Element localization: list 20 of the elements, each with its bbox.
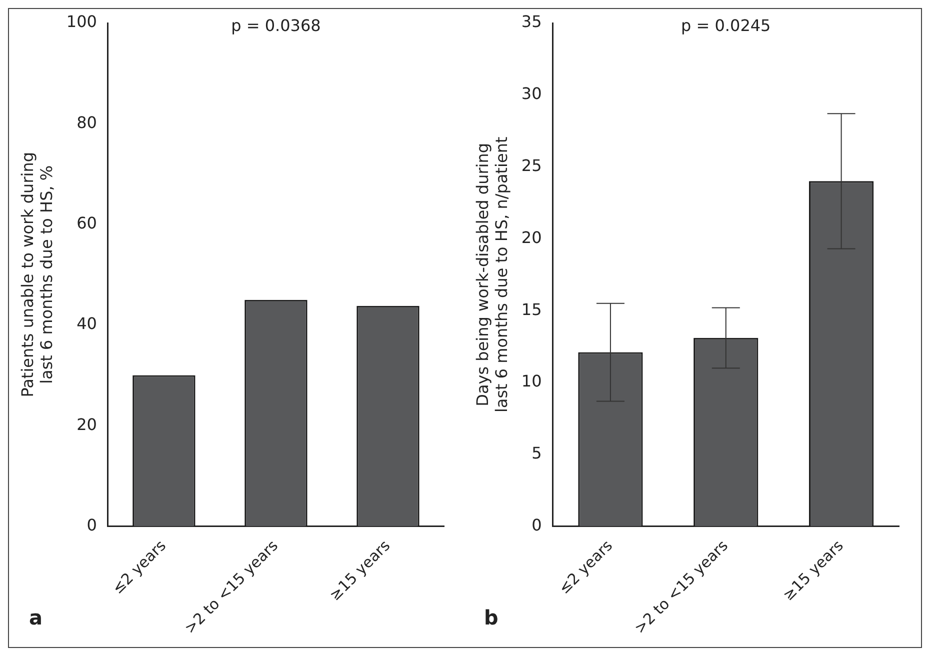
y-axis-title: Patients unable to work during last 6 months due to HS, % [18, 152, 56, 398]
y-tick-label: 100 [66, 12, 97, 32]
y-tick-label: 80 [76, 112, 97, 132]
y-tick-label: 15 [521, 300, 542, 319]
y-tick-label: 0 [532, 515, 542, 534]
y-tick-label: 30 [521, 84, 542, 104]
y-tick-label: 10 [521, 372, 542, 391]
y-tick-label: 40 [76, 314, 97, 334]
y-tick-label: 0 [86, 515, 97, 534]
annotation: p = 0.0245 [681, 16, 771, 36]
annotation: p = 0.0368 [231, 16, 321, 36]
y-tick-label: 20 [76, 414, 97, 434]
y-axis-title: Days being work-disabled during last 6 months due to HS, n/patient [472, 136, 511, 413]
y-tick-label: 20 [521, 228, 542, 247]
text: b [484, 606, 498, 630]
y-tick-label: 5 [532, 444, 542, 463]
y-tick-label: 60 [76, 213, 97, 232]
y-tick-label: 35 [521, 12, 542, 32]
text: a [29, 606, 42, 630]
y-tick-label: 25 [521, 156, 542, 175]
